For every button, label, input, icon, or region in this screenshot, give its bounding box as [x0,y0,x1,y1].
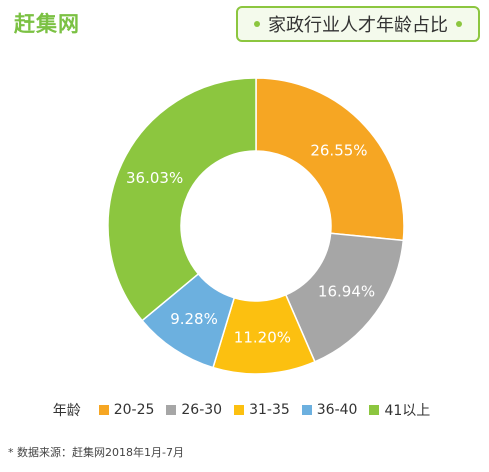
legend-item-36-40: 36-40 [301,400,358,420]
source-text: 数据来源：赶集网2018年1月-7月 [17,446,184,459]
chart-title-box: 家政行业人才年龄占比 [236,6,480,42]
title-dot-right [456,21,462,27]
legend-swatch-31-35 [234,405,245,415]
slice-41以上 [107,77,257,322]
slice-label-31-35: 11.20% [234,328,291,346]
asterisk-icon: * [8,446,17,459]
legend-item-26-30: 26-30 [166,400,222,420]
slice-label-36-40: 9.28% [170,310,218,328]
legend-swatch-36-40 [301,405,312,415]
title-dot-left [254,21,260,27]
legend-label-20-25: 20-25 [113,402,155,418]
legend-items: 20-25 26-30 31-35 36-40 41以上 [93,400,437,420]
slice-20-25 [255,77,405,242]
chart-legend: 年龄 20-25 26-30 31-35 36-40 41以上 [0,398,489,422]
legend-swatch-41以上 [369,405,380,415]
donut-labels: 26.55% 16.94% 11.20% 9.28% 36.03% [126,141,375,346]
chart-title: 家政行业人才年龄占比 [268,15,448,36]
legend-label-31-35: 31-35 [249,402,290,418]
slice-label-20-25: 26.55% [310,141,367,159]
legend-title: 年龄 [52,403,81,419]
legend-item-31-35: 31-35 [234,400,290,420]
legend-label-26-30: 26-30 [181,402,223,418]
legend-item-41以上: 41以上 [369,400,430,420]
source-note: * 数据来源：赶集网2018年1月-7月 [8,444,184,460]
brand-logo: 赶集网 [14,12,80,36]
slice-label-41以上: 36.03% [126,169,183,187]
donut-slices [107,77,405,375]
slice-label-26-30: 16.94% [318,282,375,300]
legend-label-41以上: 41以上 [384,403,431,419]
legend-label-36-40: 36-40 [316,402,358,418]
legend-item-20-25: 20-25 [98,400,155,420]
donut-chart: 26.55% 16.94% 11.20% 9.28% 36.03% [107,77,405,375]
legend-swatch-20-25 [98,405,109,415]
legend-swatch-26-30 [166,405,177,415]
